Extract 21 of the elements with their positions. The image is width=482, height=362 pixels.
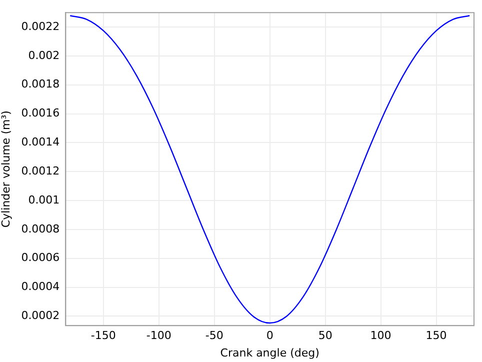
y-tick-label: 0.0022: [21, 20, 60, 33]
y-tick-label: 0.0014: [21, 136, 60, 149]
y-tick-label: 0.002: [28, 48, 60, 62]
x-tick-label: 100: [370, 329, 392, 342]
y-tick-label: 0.0004: [21, 280, 60, 294]
x-tick-label: 150: [426, 329, 447, 342]
y-tick-label: 0.0008: [21, 222, 60, 236]
y-tick-label: 0.0016: [21, 106, 60, 120]
x-axis-title: Crank angle (deg): [220, 346, 320, 360]
y-tick-label: 0.0006: [21, 251, 60, 264]
y-tick-label: 0.0018: [21, 78, 60, 91]
x-tick-label: 50: [318, 329, 332, 342]
y-axis-title: Cylinder volume (m³): [0, 110, 12, 228]
line-series: [70, 15, 470, 324]
x-tick-label: 0: [266, 329, 274, 342]
y-tick-label: 0.0002: [21, 309, 60, 322]
y-tick-label: 0.001: [28, 193, 60, 206]
y-tick-label: 0.0012: [21, 164, 60, 178]
x-tick-label: -150: [90, 329, 116, 342]
x-tick-label: -100: [146, 329, 172, 342]
x-tick-label: -50: [205, 329, 224, 342]
